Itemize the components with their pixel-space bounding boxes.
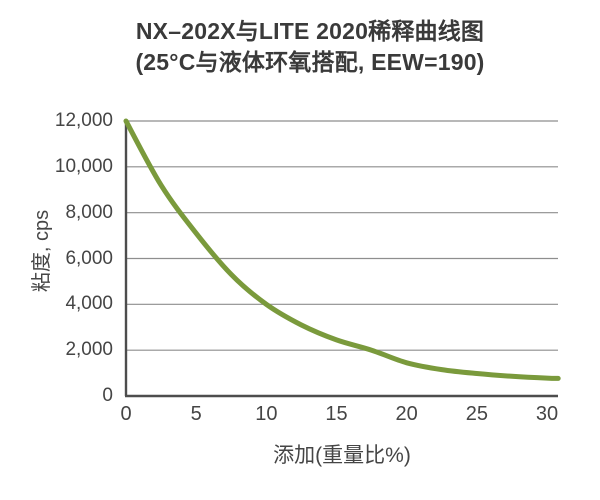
chart-title: NX–202X与LITE 2020稀释曲线图 (25°C与液体环氧搭配, EEW… — [20, 16, 600, 78]
y-axis-title: 粘度, cps — [31, 209, 53, 293]
x-tick-label-20: 20 — [395, 403, 418, 425]
x-tick-label-25: 25 — [465, 403, 488, 425]
y-tick-label-4000: 4,000 — [65, 293, 113, 315]
x-tick-label-0: 0 — [120, 403, 132, 425]
x-tick-label-5: 5 — [190, 403, 202, 425]
x-tick-label-15: 15 — [325, 403, 348, 425]
y-tick-label-12000: 12,000 — [54, 110, 113, 131]
dilution-curve — [123, 118, 561, 381]
y-tick-label-8000: 8,000 — [65, 201, 113, 223]
x-tick-label-10: 10 — [255, 403, 278, 425]
y-tick-label-2000: 2,000 — [65, 339, 113, 361]
y-tick-label-10000: 10,000 — [54, 155, 113, 177]
y-tick-label-6000: 6,000 — [65, 247, 113, 269]
y-tick-label-0: 0 — [102, 385, 113, 406]
x-axis-title: 添加(重量比%) — [273, 444, 411, 467]
x-tick-label-30: 30 — [535, 403, 559, 425]
chart-title-line2: (25°C与液体环氧搭配, EEW=190) — [135, 49, 485, 75]
chart-title-line1: NX–202X与LITE 2020稀释曲线图 — [135, 18, 485, 44]
